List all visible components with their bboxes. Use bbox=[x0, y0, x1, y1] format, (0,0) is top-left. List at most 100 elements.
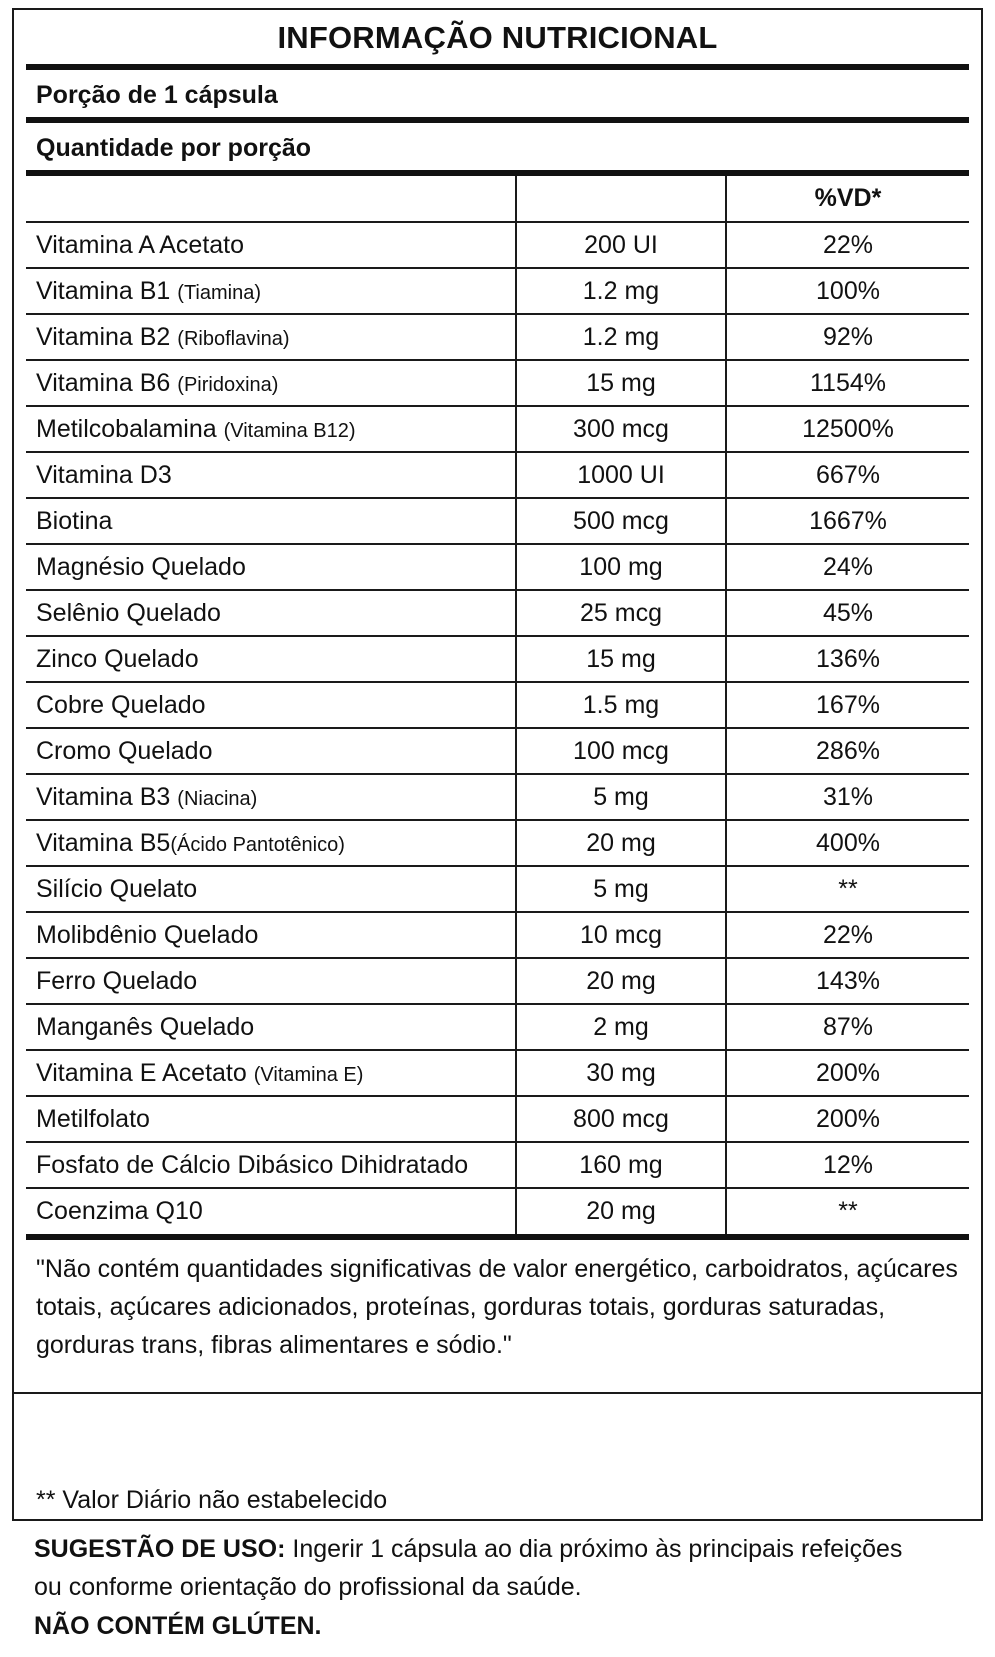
nutrient-amount: 160 mg bbox=[515, 1142, 726, 1189]
nutrient-name: Cobre Quelado bbox=[26, 682, 516, 729]
nutrient-amount: 5 mg bbox=[515, 866, 726, 913]
nutrient-name: Vitamina E Acetato (Vitamina E) bbox=[26, 1050, 516, 1097]
nutrient-daily-value: 100% bbox=[725, 268, 969, 315]
usage-label: SUGESTÃO DE USO: bbox=[34, 1535, 286, 1563]
nutrient-name: Metilcobalamina (Vitamina B12) bbox=[26, 406, 516, 453]
column-header-amount bbox=[515, 176, 726, 223]
thick-divider bbox=[26, 170, 969, 176]
table-row: Molibdênio Quelado 10 mcg 22% bbox=[26, 912, 969, 959]
nutrient-daily-value: 12500% bbox=[725, 406, 969, 453]
disclaimer-text: "Não contém quantidades significativas d… bbox=[36, 1255, 958, 1359]
footnote-text: ** Valor Diário não estabelecido bbox=[36, 1486, 388, 1514]
nutrient-daily-value: 136% bbox=[725, 636, 969, 683]
table-row: Ferro Quelado 20 mg 143% bbox=[26, 958, 969, 1005]
nutrient-amount: 800 mcg bbox=[515, 1096, 726, 1143]
nutrient-name: Metilfolato bbox=[26, 1096, 516, 1143]
column-header-nutrient bbox=[26, 176, 516, 223]
nutrient-name: Biotina bbox=[26, 498, 516, 545]
thick-divider bbox=[26, 1234, 969, 1240]
nutrient-daily-value: 12% bbox=[725, 1142, 969, 1189]
nutrient-name-main: Vitamina E Acetato bbox=[36, 1058, 254, 1087]
nutrient-amount: 15 mg bbox=[515, 636, 726, 683]
nutrient-name-detail: (Tiamina) bbox=[177, 281, 262, 304]
usage-text: Ingerir 1 cápsula ao dia próximo às prin… bbox=[34, 1535, 903, 1601]
nutrient-name-detail: (Vitamina B12) bbox=[223, 419, 356, 442]
divider bbox=[14, 1392, 981, 1394]
nutrient-name: Molibdênio Quelado bbox=[26, 912, 516, 959]
nutrient-daily-value: 22% bbox=[725, 222, 969, 269]
nutrient-name-main: Cromo Quelado bbox=[36, 736, 213, 765]
nutrient-daily-value: 24% bbox=[725, 544, 969, 591]
table-row: Coenzima Q10 20 mg ** bbox=[26, 1188, 969, 1234]
nutrient-name: Ferro Quelado bbox=[26, 958, 516, 1005]
table-row: Vitamina B6 (Piridoxina) 15 mg 1154% bbox=[26, 360, 969, 407]
thick-divider bbox=[26, 117, 969, 123]
nutrient-name-main: Ferro Quelado bbox=[36, 966, 198, 995]
nutrient-daily-value: 87% bbox=[725, 1004, 969, 1051]
nutrient-name: Fosfato de Cálcio Dibásico Dihidratado bbox=[26, 1142, 516, 1189]
nutrient-amount: 300 mcg bbox=[515, 406, 726, 453]
table-row: Cromo Quelado 100 mcg 286% bbox=[26, 728, 969, 775]
nutrient-daily-value: 45% bbox=[725, 590, 969, 637]
nutrient-name-main: Fosfato de Cálcio Dibásico Dihidratado bbox=[36, 1150, 469, 1179]
nutrient-name-main: Zinco Quelado bbox=[36, 644, 199, 673]
nutrient-daily-value: 200% bbox=[725, 1096, 969, 1143]
column-header-dv: %VD* bbox=[725, 176, 969, 223]
table-row: Vitamina B1 (Tiamina) 1.2 mg 100% bbox=[26, 268, 969, 315]
table-row: Biotina 500 mcg 1667% bbox=[26, 498, 969, 545]
nutrient-amount: 10 mcg bbox=[515, 912, 726, 959]
nutrient-amount: 1.5 mg bbox=[515, 682, 726, 729]
nutrient-amount: 1.2 mg bbox=[515, 314, 726, 361]
table-row: Silício Quelato 5 mg ** bbox=[26, 866, 969, 913]
nutrient-name: Cromo Quelado bbox=[26, 728, 516, 775]
table-row: Fosfato de Cálcio Dibásico Dihidratado 16… bbox=[26, 1142, 969, 1189]
nutrient-amount: 25 mcg bbox=[515, 590, 726, 637]
nutrient-name-main: Selênio Quelado bbox=[36, 598, 221, 627]
nutrient-name-main: Biotina bbox=[36, 506, 113, 535]
nutrient-amount: 1000 UI bbox=[515, 452, 726, 499]
table-row: Metilfolato 800 mcg 200% bbox=[26, 1096, 969, 1143]
nutrient-name: Vitamina B1 (Tiamina) bbox=[26, 268, 516, 315]
nutrient-daily-value: 167% bbox=[725, 682, 969, 729]
nutrient-name: Vitamina B2 (Riboflavina) bbox=[26, 314, 516, 361]
nutrient-name-main: Vitamina B3 bbox=[36, 782, 178, 811]
nutrient-name-detail: (Ácido Pantotênico) bbox=[170, 833, 345, 856]
nutrient-name: Magnésio Quelado bbox=[26, 544, 516, 591]
nutrient-amount: 1.2 mg bbox=[515, 268, 726, 315]
nutrient-name-main: Molibdênio Quelado bbox=[36, 920, 259, 949]
nutrient-name-main: Silício Quelato bbox=[36, 874, 198, 903]
table-row: Manganês Quelado 2 mg 87% bbox=[26, 1004, 969, 1051]
nutrient-name-main: Metilcobalamina bbox=[36, 414, 224, 443]
nutrient-name-main: Manganês Quelado bbox=[36, 1012, 255, 1041]
nutrient-amount: 20 mg bbox=[515, 1188, 726, 1234]
nutrient-daily-value: 1154% bbox=[725, 360, 969, 407]
table-header-row: %VD* bbox=[26, 176, 969, 223]
table-row: Vitamina A Acetato 200 UI 22% bbox=[26, 222, 969, 269]
nutrient-daily-value: 200% bbox=[725, 1050, 969, 1097]
nutrient-name-detail: (Vitamina E) bbox=[253, 1063, 364, 1086]
table-row: Vitamina B3 (Niacina) 5 mg 31% bbox=[26, 774, 969, 821]
nutrient-name-main: Vitamina B5 bbox=[36, 828, 171, 857]
table-row: Vitamina E Acetato (Vitamina E) 30 mg 200% bbox=[26, 1050, 969, 1097]
nutrient-name-main: Coenzima Q10 bbox=[36, 1197, 203, 1225]
nutrient-name-detail: (Piridoxina) bbox=[177, 373, 279, 396]
nutrient-daily-value: ** bbox=[725, 866, 969, 913]
table-row: Vitamina D3 1000 UI 667% bbox=[26, 452, 969, 499]
nutrient-table: %VD* Vitamina A Acetato 200 UI 22% Vitamina… bbox=[26, 176, 969, 1234]
nutrient-amount: 30 mg bbox=[515, 1050, 726, 1097]
nutrient-amount: 100 mcg bbox=[515, 728, 726, 775]
nutrient-daily-value: 667% bbox=[725, 452, 969, 499]
nutrient-amount: 500 mcg bbox=[515, 498, 726, 545]
nutrient-name-main: Metilfolato bbox=[36, 1104, 150, 1133]
nutrient-daily-value: ** bbox=[725, 1188, 969, 1234]
nutrient-name-main: Vitamina A Acetato bbox=[36, 230, 245, 259]
nutrient-name: Vitamina B5(Ácido Pantotênico) bbox=[26, 820, 516, 867]
nutrient-name: Vitamina B6 (Piridoxina) bbox=[26, 360, 516, 407]
nutrient-daily-value: 1667% bbox=[725, 498, 969, 545]
gluten-statement: NÃO CONTÉM GLÚTEN. bbox=[34, 1612, 322, 1640]
nutrient-name: Silício Quelato bbox=[26, 866, 516, 913]
nutrient-amount: 5 mg bbox=[515, 774, 726, 821]
nutrient-name: Zinco Quelado bbox=[26, 636, 516, 683]
table-row: Magnésio Quelado 100 mg 24% bbox=[26, 544, 969, 591]
nutrient-name-main: Cobre Quelado bbox=[36, 690, 206, 719]
